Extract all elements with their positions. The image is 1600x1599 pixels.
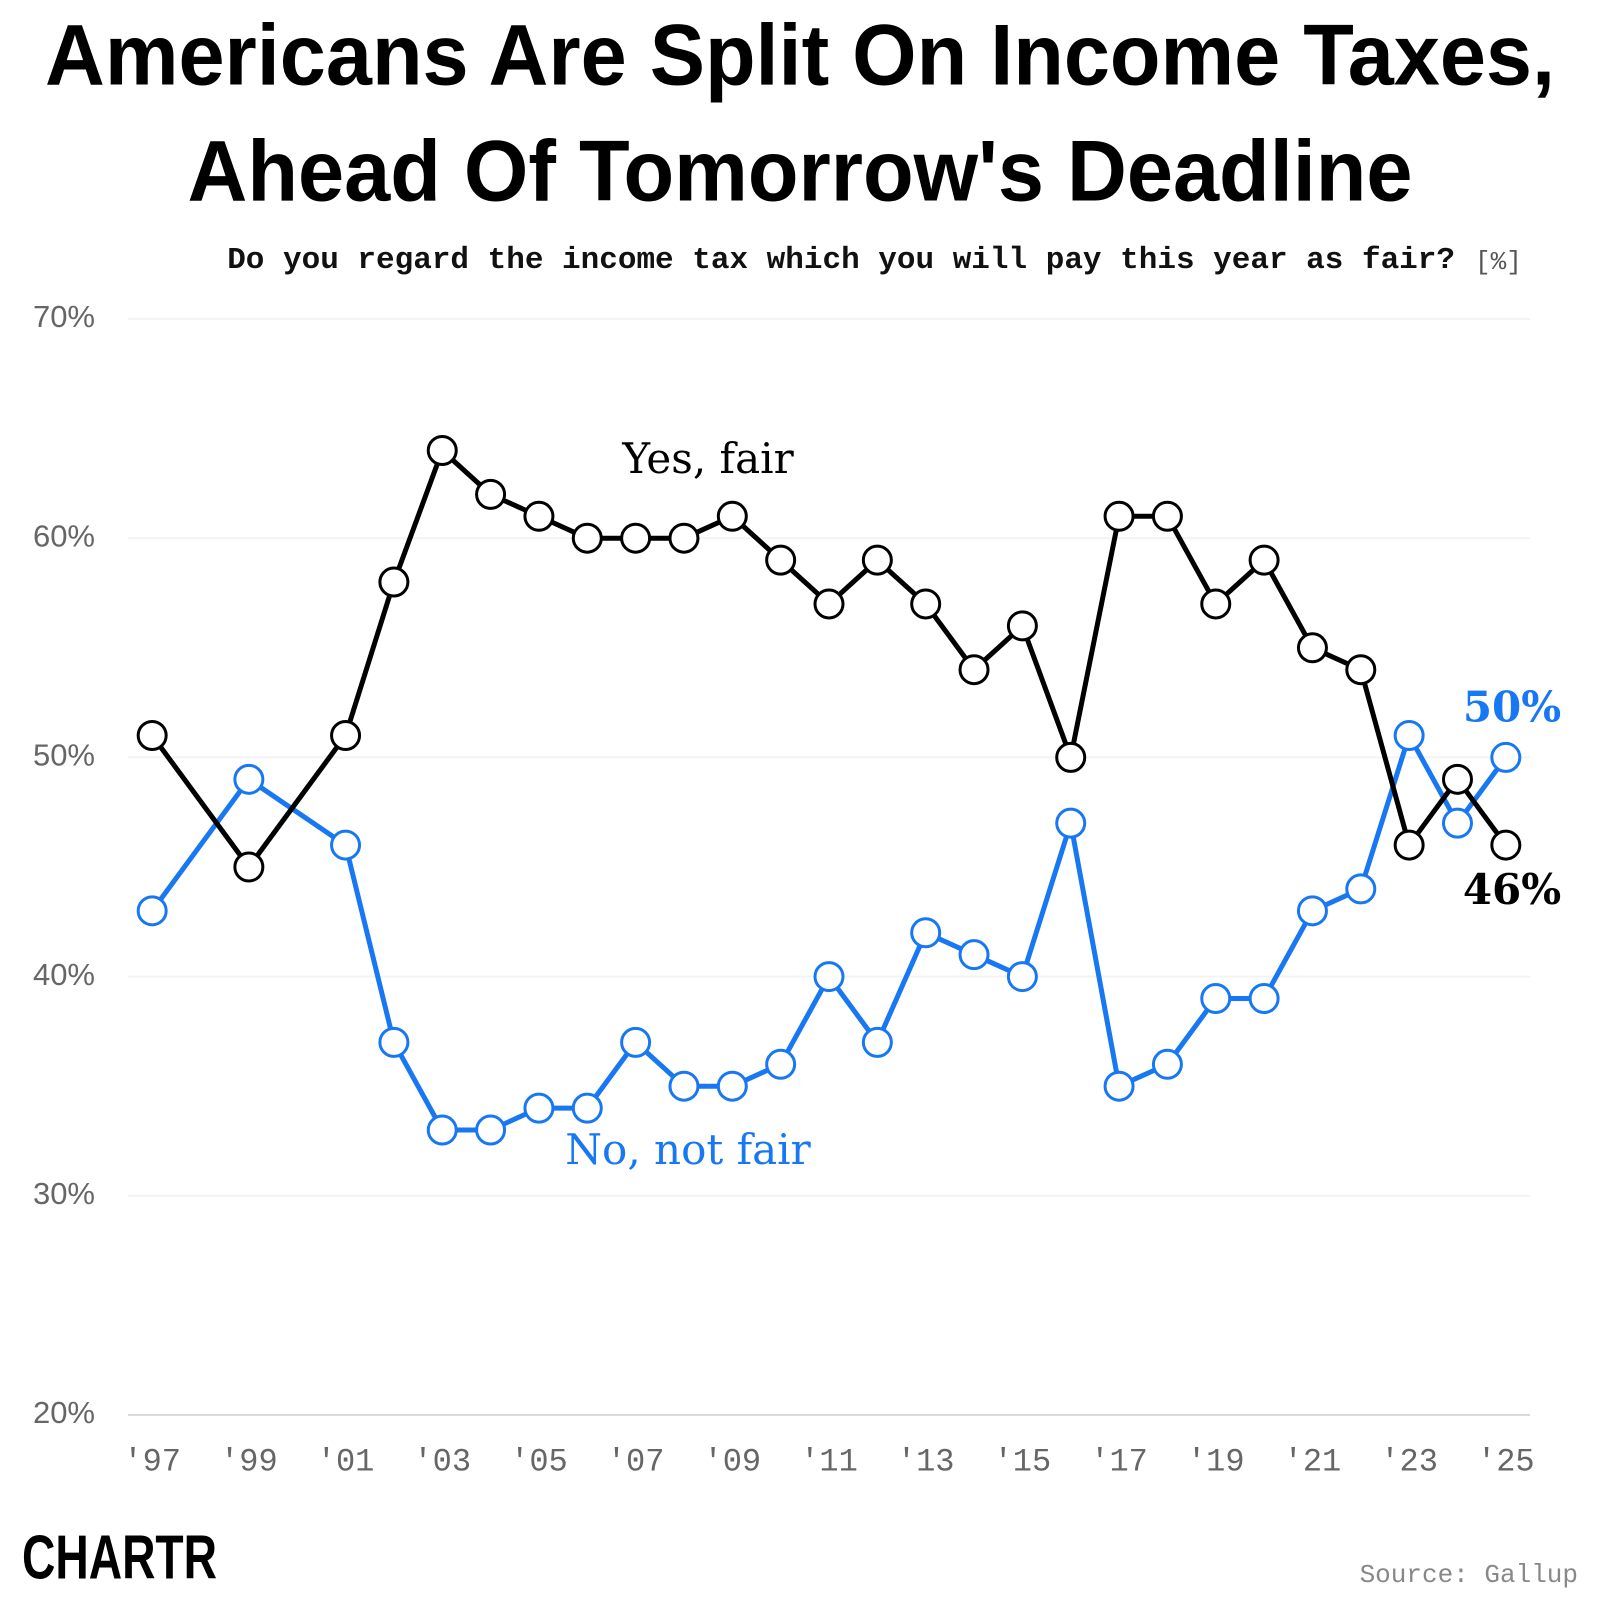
point xyxy=(330,829,362,861)
x-tick-label: '13 xyxy=(897,1443,955,1480)
point xyxy=(1055,741,1087,773)
unit-label: [%] xyxy=(1475,247,1522,277)
x-tick-label: '25 xyxy=(1477,1443,1535,1480)
point xyxy=(716,500,748,532)
point xyxy=(668,1070,700,1102)
point xyxy=(958,654,990,686)
point xyxy=(475,478,507,510)
point xyxy=(1200,588,1232,620)
point xyxy=(861,544,893,576)
point xyxy=(523,1092,555,1124)
point xyxy=(1006,961,1038,993)
series-label: Yes, fair xyxy=(621,434,794,483)
point xyxy=(861,1026,893,1058)
series-line xyxy=(150,732,1508,1133)
x-tick-label: '21 xyxy=(1284,1443,1342,1480)
point xyxy=(1103,500,1135,532)
point xyxy=(571,522,603,554)
value-label: 46% xyxy=(1463,865,1561,914)
x-tick-label: '03 xyxy=(413,1443,471,1480)
point xyxy=(1006,610,1038,642)
x-tick-label: '97 xyxy=(123,1443,181,1480)
y-tick-label: 70% xyxy=(33,299,95,334)
point xyxy=(475,1114,507,1146)
point xyxy=(765,1048,797,1080)
point xyxy=(1296,895,1328,927)
point xyxy=(330,719,362,751)
x-tick-label: '19 xyxy=(1187,1443,1245,1480)
point xyxy=(378,566,410,598)
x-tick-label: '11 xyxy=(800,1443,858,1480)
y-tick-label: 50% xyxy=(33,738,95,773)
chart-subtitle: Do you regard the income tax which you w… xyxy=(227,243,1455,278)
point xyxy=(1055,807,1087,839)
point xyxy=(910,588,942,620)
point xyxy=(1103,1070,1135,1102)
point xyxy=(1393,719,1425,751)
point xyxy=(571,1092,603,1124)
chart-title: Ahead Of Tomorrow's Deadline xyxy=(188,124,1413,220)
point xyxy=(1393,829,1425,861)
point xyxy=(813,961,845,993)
point xyxy=(1490,741,1522,773)
point xyxy=(716,1070,748,1102)
point xyxy=(136,895,168,927)
x-tick-label: '05 xyxy=(510,1443,568,1480)
x-tick-label: '99 xyxy=(220,1443,278,1480)
x-tick-label: '23 xyxy=(1380,1443,1438,1480)
point xyxy=(378,1026,410,1058)
point xyxy=(958,939,990,971)
x-tick-label: '09 xyxy=(704,1443,762,1480)
point xyxy=(910,917,942,949)
point xyxy=(668,522,700,554)
point xyxy=(426,435,458,467)
y-tick-label: 60% xyxy=(33,518,95,553)
point xyxy=(1248,544,1280,576)
logo: CHARTR xyxy=(22,1523,217,1592)
point xyxy=(233,763,265,795)
point xyxy=(523,500,555,532)
y-tick-label: 20% xyxy=(33,1395,95,1430)
point xyxy=(813,588,845,620)
point xyxy=(765,544,797,576)
point xyxy=(1296,632,1328,664)
point xyxy=(1490,829,1522,861)
x-tick-label: '07 xyxy=(607,1443,665,1480)
x-tick-label: '01 xyxy=(317,1443,375,1480)
x-tick-label: '17 xyxy=(1090,1443,1148,1480)
point xyxy=(620,522,652,554)
point xyxy=(136,719,168,751)
point xyxy=(620,1026,652,1058)
chart-title: Americans Are Split On Income Taxes, xyxy=(45,8,1555,104)
point xyxy=(233,851,265,883)
y-tick-label: 40% xyxy=(33,957,95,992)
point xyxy=(1151,1048,1183,1080)
point xyxy=(1248,983,1280,1015)
series-label: No, not fair xyxy=(565,1125,811,1174)
value-label: 50% xyxy=(1463,682,1561,731)
point xyxy=(1441,807,1473,839)
x-tick-label: '15 xyxy=(994,1443,1052,1480)
source: Source: Gallup xyxy=(1360,1560,1578,1590)
point xyxy=(1441,763,1473,795)
point xyxy=(1345,873,1377,905)
y-tick-label: 30% xyxy=(33,1176,95,1211)
point xyxy=(1200,983,1232,1015)
point xyxy=(426,1114,458,1146)
point xyxy=(1345,654,1377,686)
point xyxy=(1151,500,1183,532)
